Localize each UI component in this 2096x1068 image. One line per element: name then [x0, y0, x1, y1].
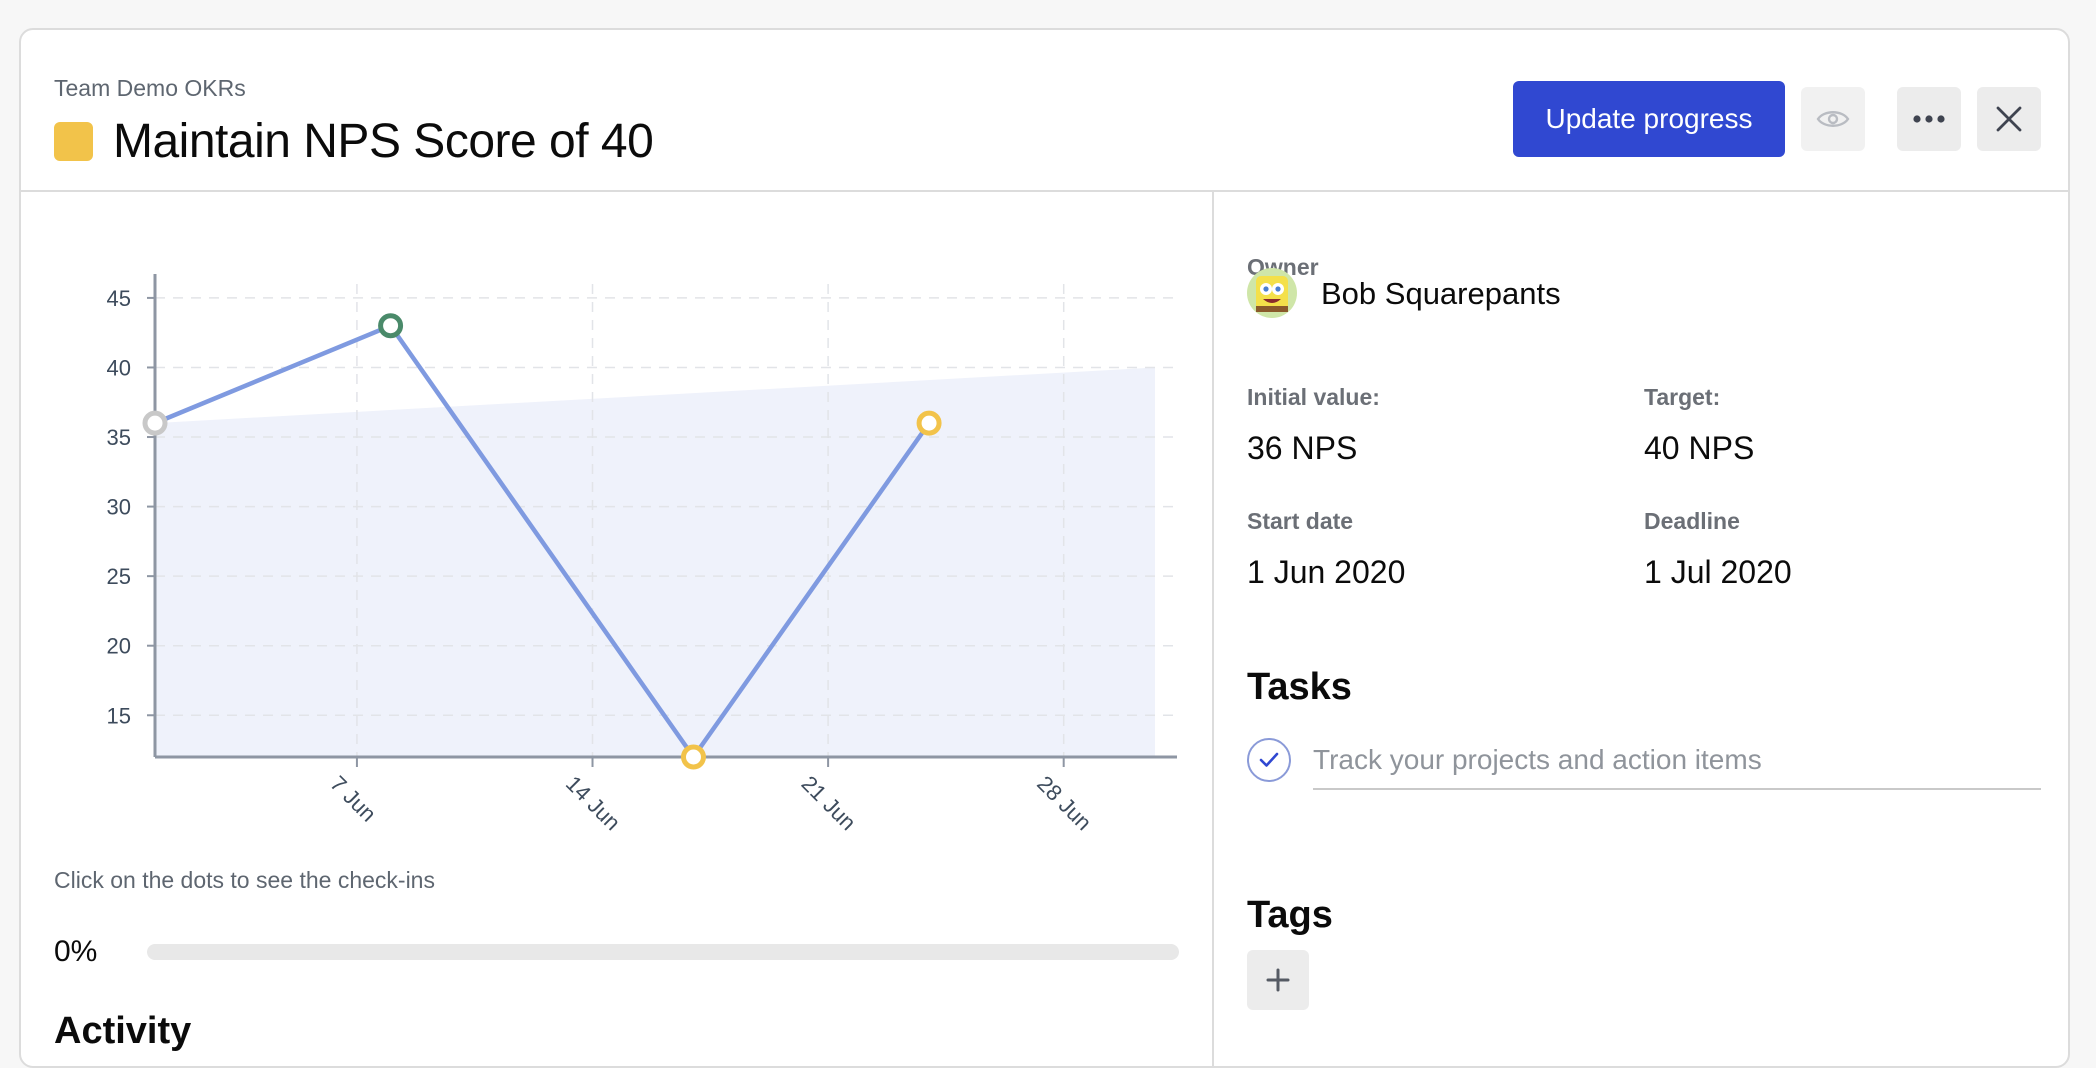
check-in-point[interactable]	[916, 410, 942, 436]
details-column: Owner Bob Squarepants Initial value: 36 …	[1214, 192, 2068, 1066]
x-tick-label: 14 Jun	[561, 771, 625, 832]
title-row: Maintain NPS Score of 40	[54, 114, 654, 169]
deadline-value: 1 Jul 2020	[1644, 554, 1792, 590]
status-color-swatch	[54, 122, 93, 161]
y-tick-label: 35	[107, 425, 131, 450]
progress-percent: 0%	[54, 935, 98, 968]
plus-icon	[1266, 968, 1290, 992]
target-area	[155, 367, 1155, 757]
chart-hint: Click on the dots to see the check-ins	[54, 867, 435, 893]
add-tag-button[interactable]	[1247, 950, 1309, 1010]
tasks-heading: Tasks	[1247, 666, 1352, 708]
update-progress-button[interactable]: Update progress	[1513, 81, 1785, 157]
more-horizontal-icon	[1913, 115, 1945, 123]
initial-value: 36 NPS	[1247, 430, 1358, 466]
more-options-button[interactable]	[1897, 87, 1961, 151]
panel-header: Team Demo OKRs Maintain NPS Score of 40 …	[21, 30, 2068, 192]
close-button[interactable]	[1977, 87, 2041, 151]
series-line	[154, 323, 931, 760]
column-divider	[1212, 192, 1214, 1066]
avatar[interactable]	[1247, 268, 1297, 318]
x-tick-label: 21 Jun	[797, 771, 861, 832]
x-tick-label: 28 Jun	[1032, 771, 1096, 832]
chart-column: 15 20 25 30 35 40 45 7 Jun 14 Jun 21 Jun 28 Jun Cl…	[21, 192, 1213, 1066]
task-input[interactable]	[1313, 732, 2041, 790]
check-in-point[interactable]	[142, 410, 168, 436]
y-tick-label: 20	[107, 634, 131, 659]
watch-button[interactable]	[1801, 87, 1865, 151]
x-tick-label: 7 Jun	[325, 771, 381, 827]
y-tick-label: 45	[107, 286, 131, 311]
activity-heading: Activity	[54, 1010, 192, 1052]
progress-bar	[147, 944, 1179, 960]
close-icon	[1996, 106, 2022, 132]
owner-name[interactable]: Bob Squarepants	[1321, 276, 1561, 311]
target-value: 40 NPS	[1644, 430, 1755, 466]
y-tick-label: 15	[107, 703, 131, 728]
initial-value-label: Initial value:	[1247, 384, 1380, 410]
y-tick-label: 30	[107, 495, 131, 520]
check-in-point[interactable]	[680, 744, 706, 770]
page-title: Maintain NPS Score of 40	[113, 115, 654, 168]
nps-line-chart: 15 20 25 30 35 40 45 7 Jun 14 Jun 21 Jun 28 Jun	[107, 274, 1177, 832]
target-label: Target:	[1644, 384, 1721, 410]
y-tick-label: 25	[107, 564, 131, 589]
deadline-label: Deadline	[1644, 508, 1740, 534]
tags-heading: Tags	[1247, 894, 1333, 936]
breadcrumb[interactable]: Team Demo OKRs	[54, 75, 246, 101]
check-in-point[interactable]	[378, 313, 404, 339]
start-date-label: Start date	[1247, 508, 1354, 534]
y-tick-label: 40	[107, 355, 131, 380]
eye-icon	[1816, 111, 1850, 127]
task-complete-toggle[interactable]	[1247, 738, 1291, 782]
sponge-avatar-icon	[1247, 268, 1297, 318]
okr-detail-panel: Team Demo OKRs Maintain NPS Score of 40 …	[19, 28, 2070, 1068]
start-date-value: 1 Jun 2020	[1247, 554, 1406, 590]
check-icon	[1259, 752, 1279, 767]
